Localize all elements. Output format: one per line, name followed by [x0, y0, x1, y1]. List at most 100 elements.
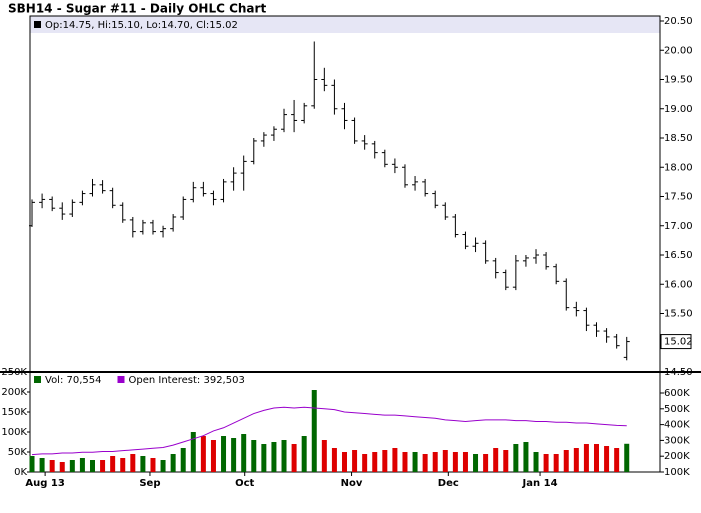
y2-tick-label: 400K	[664, 420, 690, 431]
y2-tick-label: 200K	[664, 451, 690, 462]
y2-tick-label: 500K	[664, 404, 690, 415]
y2-tick-label: 600K	[664, 388, 690, 399]
volume-bar	[432, 452, 438, 472]
volume-bar	[89, 460, 95, 472]
y-tick-label: 250K	[1, 367, 27, 378]
volume-bar	[150, 458, 156, 472]
volume-bar	[100, 460, 106, 472]
volume-bar	[210, 440, 216, 472]
y-tick-label: 100K	[1, 427, 27, 438]
y2-tick-label: 100K	[664, 467, 690, 478]
volume-bar	[422, 454, 428, 472]
volume-bar	[382, 450, 388, 472]
open-interest-line	[31, 406, 627, 456]
volume-bar	[311, 390, 317, 472]
volume-bar	[503, 450, 509, 472]
x-tick-label: Aug 13	[25, 478, 64, 489]
volume-bar	[402, 452, 408, 472]
legend-label: Open Interest: 392,503	[129, 375, 245, 386]
volume-bar	[563, 450, 569, 472]
volume-bar	[583, 444, 589, 472]
volume-bar	[372, 452, 378, 472]
legend-swatch	[34, 376, 41, 383]
volume-bar	[573, 448, 579, 472]
volume-bar	[624, 443, 630, 472]
y-tick-label: 16.50	[664, 250, 693, 261]
volume-bar	[412, 452, 418, 472]
y-tick-label: 17.50	[664, 192, 693, 203]
legend-swatch	[117, 376, 125, 383]
volume-bar	[130, 454, 136, 472]
ohlc-legend: Op:14.75, Hi:15.10, Lo:14.70, Cl:15.02	[45, 20, 238, 31]
volume-bar	[39, 458, 45, 472]
volume-bar	[120, 458, 126, 472]
y-tick-label: 150K	[1, 407, 27, 418]
volume-bar	[180, 448, 186, 472]
x-tick-label: Oct	[235, 478, 254, 489]
x-tick-label: Nov	[341, 478, 363, 489]
volume-bar	[291, 444, 297, 472]
volume-bar	[69, 460, 75, 472]
last-price-box	[660, 334, 692, 350]
volume-bar	[271, 442, 277, 472]
y-tick-label: 17.00	[664, 221, 693, 232]
volume-bar	[341, 452, 347, 472]
volume-bar	[493, 448, 499, 472]
volume-bar	[59, 462, 65, 472]
volume-bar	[170, 454, 176, 472]
volume-bar	[281, 440, 287, 472]
volume-bar	[251, 440, 257, 472]
volume-bar	[49, 460, 55, 472]
volume-bar	[452, 452, 458, 472]
volume-bar	[392, 448, 398, 472]
y2-tick-label: 300K	[664, 435, 690, 446]
y-tick-label: 18.00	[664, 162, 693, 173]
header-band	[30, 16, 660, 33]
volume-bar	[221, 436, 227, 472]
volume-bar	[200, 436, 206, 472]
y-tick-label: 200K	[1, 387, 27, 398]
y-tick-label: 50K	[8, 447, 28, 458]
legend-swatch	[34, 21, 41, 28]
volume-bar	[483, 454, 489, 472]
volume-bar	[79, 458, 85, 472]
volume-bar	[543, 454, 549, 472]
volume-bar	[231, 438, 237, 472]
x-tick-label: Jan 14	[522, 478, 558, 489]
y-tick-label: 0K	[14, 467, 27, 478]
volume-bar	[241, 434, 247, 472]
volume-bar	[614, 448, 620, 472]
volume-bar	[462, 452, 468, 472]
volume-bar	[110, 456, 116, 472]
plot-frame	[29, 15, 661, 473]
y-tick-label: 19.00	[664, 104, 693, 115]
volume-bar	[321, 440, 327, 472]
volume-bar	[352, 450, 358, 472]
y-tick-label: 20.00	[664, 45, 693, 56]
volume-bar	[160, 460, 166, 472]
volume-bar	[190, 432, 196, 472]
volume-bar	[604, 446, 610, 472]
volume-bar	[553, 454, 559, 472]
y-tick-label: 16.00	[664, 279, 693, 290]
volume-bar	[593, 444, 599, 472]
volume-bar	[513, 444, 519, 472]
y-tick-label: 15.50	[664, 309, 693, 320]
volume-bar	[362, 454, 368, 472]
x-tick-label: Sep	[139, 478, 160, 489]
volume-bar	[301, 436, 307, 472]
volume-bar	[523, 442, 529, 472]
y-tick-label: 19.50	[664, 75, 693, 86]
y-tick-label: 14.50	[664, 367, 693, 378]
volume-bar	[29, 456, 35, 472]
volume-bar	[140, 456, 146, 472]
volume-bar	[533, 452, 539, 472]
y-tick-label: 20.50	[664, 16, 693, 27]
volume-bar	[442, 450, 448, 472]
volume-bar	[473, 454, 479, 472]
volume-bar	[261, 444, 267, 472]
legend-label: Vol: 70,554	[45, 375, 102, 386]
volume-bar	[331, 448, 337, 472]
x-tick-label: Dec	[438, 478, 459, 489]
